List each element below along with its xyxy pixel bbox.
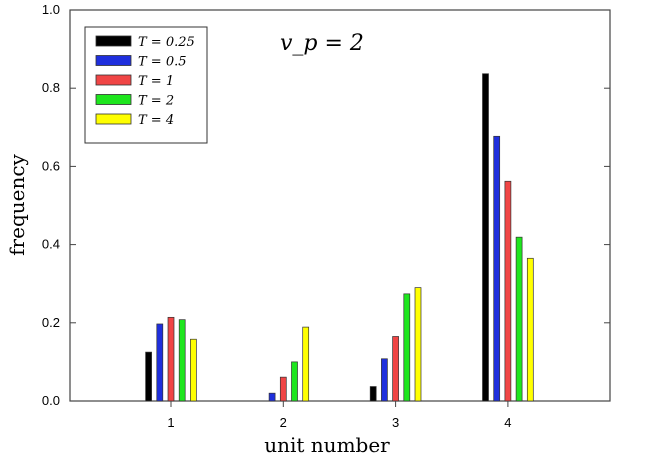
x-tick-label: 2 bbox=[280, 415, 287, 430]
y-tick-label: 0.8 bbox=[42, 80, 60, 95]
annotation-vp: v_p = 2 bbox=[280, 31, 364, 56]
x-tick-label: 3 bbox=[392, 415, 399, 430]
legend-label: T = 2 bbox=[138, 94, 174, 109]
bar-0.25-unit-3 bbox=[369, 386, 377, 402]
legend-swatch bbox=[95, 113, 132, 125]
x-axis-label: unit number bbox=[264, 433, 390, 457]
y-tick-label: 1.0 bbox=[42, 2, 60, 17]
legend-swatch bbox=[95, 74, 132, 86]
bar-4-unit-4 bbox=[526, 257, 534, 402]
bar-1-unit-4 bbox=[504, 180, 512, 402]
bar-0.5-unit-1 bbox=[156, 323, 164, 402]
bar-0.25-unit-1 bbox=[145, 351, 152, 402]
y-axis-label: frequency bbox=[5, 153, 29, 255]
bar-1-unit-1 bbox=[167, 316, 175, 402]
y-tick-label: 0.4 bbox=[42, 237, 60, 252]
bar-0.25-unit-4 bbox=[482, 73, 489, 402]
bar-1-unit-2 bbox=[279, 376, 287, 402]
bar-0.5-unit-4 bbox=[493, 135, 501, 402]
y-tick-label: 0.6 bbox=[42, 158, 60, 173]
plot-frame bbox=[69, 9, 611, 402]
legend: T = 0.25 T = 0.5 T = 1 T = 2 T = 4 bbox=[84, 26, 208, 144]
bar-4-unit-2 bbox=[302, 326, 310, 402]
legend-label: T = 1 bbox=[138, 74, 174, 89]
legend-label: T = 0.25 bbox=[138, 35, 195, 50]
bar-2-unit-1 bbox=[178, 319, 186, 402]
x-tick-label: 4 bbox=[504, 415, 511, 430]
y-tick-label: 0.0 bbox=[42, 393, 60, 408]
bar-4-unit-3 bbox=[414, 287, 422, 402]
bar-0.5-unit-3 bbox=[381, 358, 388, 402]
bar-0.5-unit-2 bbox=[268, 392, 276, 402]
bar-1-unit-3 bbox=[392, 336, 399, 402]
bar-2-unit-4 bbox=[515, 236, 523, 402]
legend-swatch bbox=[95, 94, 132, 105]
y-tick-label: 0.2 bbox=[42, 315, 60, 330]
legend-label: T = 0.5 bbox=[138, 55, 187, 70]
legend-swatch bbox=[95, 35, 132, 47]
legend-swatch bbox=[95, 55, 132, 66]
legend-label: T = 4 bbox=[138, 113, 174, 128]
bar-2-unit-2 bbox=[291, 361, 298, 402]
x-tick-label: 1 bbox=[167, 415, 174, 430]
bar-2-unit-3 bbox=[403, 293, 411, 402]
bar-4-unit-1 bbox=[190, 338, 197, 402]
